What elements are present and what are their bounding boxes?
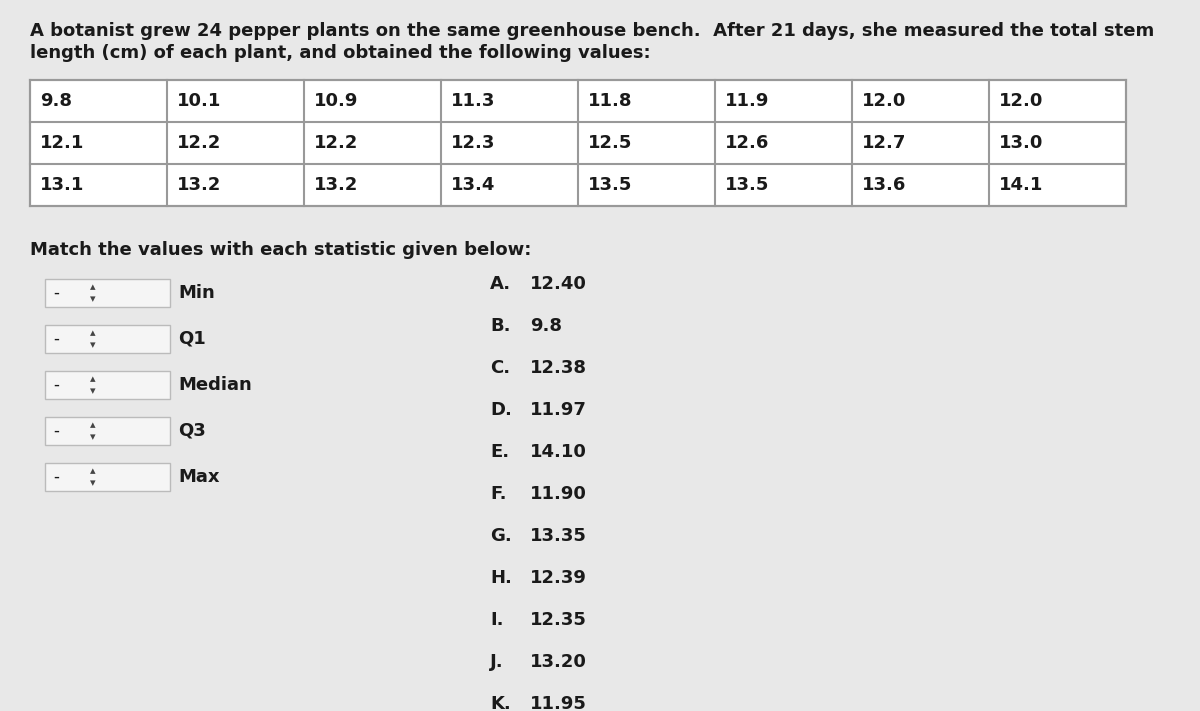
Text: 12.39: 12.39: [530, 569, 587, 587]
Text: 12.3: 12.3: [451, 134, 496, 152]
Text: ▴
▾: ▴ ▾: [90, 374, 96, 396]
Text: 13.2: 13.2: [178, 176, 221, 194]
Text: 12.0: 12.0: [862, 92, 906, 110]
Text: F.: F.: [490, 485, 506, 503]
Text: 9.8: 9.8: [530, 317, 562, 335]
Bar: [46, 371, 170, 399]
Text: C.: C.: [490, 359, 510, 377]
Text: H.: H.: [490, 569, 512, 587]
Text: 12.7: 12.7: [862, 134, 906, 152]
Text: 11.9: 11.9: [725, 92, 769, 110]
Text: 11.90: 11.90: [530, 485, 587, 503]
Text: Q1: Q1: [178, 330, 205, 348]
Text: 13.1: 13.1: [40, 176, 84, 194]
Text: 13.4: 13.4: [451, 176, 496, 194]
Text: 12.1: 12.1: [40, 134, 84, 152]
Text: ▴
▾: ▴ ▾: [90, 328, 96, 350]
Text: A botanist grew 24 pepper plants on the same greenhouse bench.  After 21 days, s: A botanist grew 24 pepper plants on the …: [30, 22, 1154, 40]
Text: E.: E.: [490, 443, 509, 461]
Text: 10.9: 10.9: [314, 92, 359, 110]
Bar: [46, 279, 170, 307]
Text: -: -: [53, 468, 59, 486]
Text: 13.5: 13.5: [725, 176, 769, 194]
Text: length (cm) of each plant, and obtained the following values:: length (cm) of each plant, and obtained …: [30, 44, 650, 62]
Bar: [46, 325, 170, 353]
Text: 10.1: 10.1: [178, 92, 221, 110]
Text: Median: Median: [178, 376, 252, 394]
Text: ▴
▾: ▴ ▾: [90, 282, 96, 304]
Text: 13.5: 13.5: [588, 176, 632, 194]
Text: 13.0: 13.0: [998, 134, 1043, 152]
Text: 12.2: 12.2: [314, 134, 359, 152]
Text: -: -: [53, 284, 59, 302]
Text: ▴
▾: ▴ ▾: [90, 420, 96, 442]
Text: Match the values with each statistic given below:: Match the values with each statistic giv…: [30, 241, 532, 259]
Bar: [46, 463, 170, 491]
Text: 11.95: 11.95: [530, 695, 587, 711]
Text: 12.2: 12.2: [178, 134, 221, 152]
Text: 13.35: 13.35: [530, 527, 587, 545]
Text: ▴
▾: ▴ ▾: [90, 466, 96, 488]
Text: B.: B.: [490, 317, 510, 335]
Text: 12.40: 12.40: [530, 275, 587, 293]
Text: Q3: Q3: [178, 422, 205, 440]
Text: 11.3: 11.3: [451, 92, 496, 110]
Text: G.: G.: [490, 527, 511, 545]
Text: 12.5: 12.5: [588, 134, 632, 152]
Text: 14.1: 14.1: [998, 176, 1043, 194]
Text: 14.10: 14.10: [530, 443, 587, 461]
Text: 12.0: 12.0: [998, 92, 1043, 110]
Text: 11.8: 11.8: [588, 92, 632, 110]
Text: 12.38: 12.38: [530, 359, 587, 377]
Text: -: -: [53, 330, 59, 348]
Text: -: -: [53, 422, 59, 440]
Text: Min: Min: [178, 284, 215, 302]
Text: 13.2: 13.2: [314, 176, 359, 194]
Text: I.: I.: [490, 611, 504, 629]
Bar: [30, 80, 1126, 206]
Text: 13.20: 13.20: [530, 653, 587, 671]
Text: J.: J.: [490, 653, 504, 671]
Text: -: -: [53, 376, 59, 394]
Text: 12.6: 12.6: [725, 134, 769, 152]
Bar: [46, 417, 170, 445]
Text: A.: A.: [490, 275, 511, 293]
Text: Max: Max: [178, 468, 220, 486]
Text: 12.35: 12.35: [530, 611, 587, 629]
Text: K.: K.: [490, 695, 511, 711]
Text: D.: D.: [490, 401, 512, 419]
Text: 9.8: 9.8: [40, 92, 72, 110]
Text: 11.97: 11.97: [530, 401, 587, 419]
Text: 13.6: 13.6: [862, 176, 906, 194]
